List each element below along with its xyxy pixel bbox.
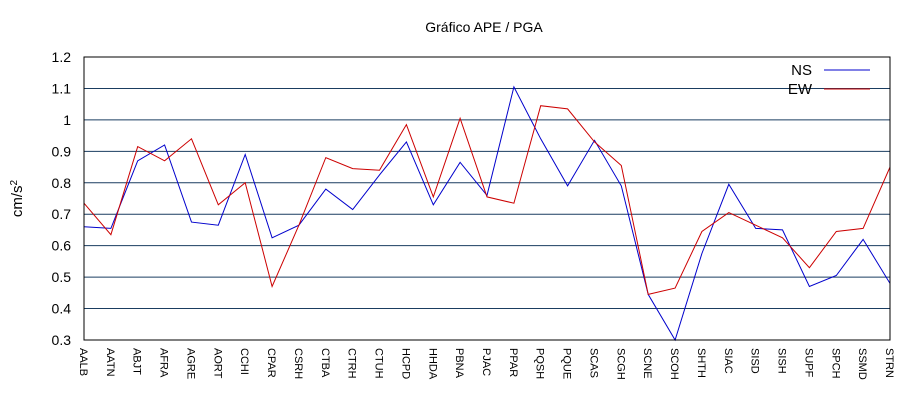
x-tick-label: HHDA: [426, 348, 438, 380]
x-tick-label: HCPD: [399, 348, 411, 379]
x-tick-labels: AALB AATN ABJT AFRA AGRE AORT CCHI CPAR CSRH CTBA…: [77, 348, 895, 380]
x-tick-label: SCNE: [641, 348, 653, 379]
series-line-ew: [83, 105, 891, 296]
y-axis-label: cm/s2: [9, 179, 27, 217]
series-line-ns: [83, 85, 891, 342]
x-tick-label: AGRE: [184, 348, 196, 379]
x-tick-label: SCGH: [614, 348, 626, 380]
y-tick-label: 0.4: [52, 301, 72, 317]
x-tick-label: SCOH: [668, 348, 680, 380]
plot-frame: [83, 56, 891, 341]
x-tick-label: CPAR: [265, 348, 277, 378]
legend-label-ew: EW: [788, 81, 813, 98]
x-tick-label: SIAC: [722, 348, 734, 374]
x-tick-label: STRN: [883, 348, 895, 378]
x-tick-label: PJAC: [480, 348, 492, 376]
x-tick-label: AFRA: [158, 348, 170, 378]
x-tick-label: PBNA: [453, 348, 465, 379]
y-tick-label: 0.9: [52, 143, 72, 159]
y-tick-label: 0.6: [52, 238, 72, 254]
y-tick-label: 1.2: [52, 49, 72, 65]
y-axis-label-superscript: 2: [9, 179, 20, 185]
x-tick-label: CTBA: [319, 348, 331, 378]
x-tick-label: AALB: [77, 348, 89, 376]
x-tick-label: SISD: [749, 348, 761, 374]
grid-layer: [84, 87, 890, 310]
legend: NS EW: [788, 62, 870, 98]
y-tick-label: 0.3: [52, 332, 72, 348]
x-tick-label: CTRH: [346, 348, 358, 379]
y-tick-label: 1.1: [52, 80, 72, 96]
x-tick-label: AORT: [211, 348, 223, 379]
x-tick-label: CSRH: [292, 348, 304, 379]
x-tick-label: PPAR: [507, 348, 519, 377]
x-tick-label: SSMD: [856, 348, 868, 380]
y-tick-label: 0.7: [52, 206, 72, 222]
y-axis-label-text: cm/s: [9, 185, 26, 217]
x-tick-label: PQSH: [534, 348, 546, 379]
x-tick-label: CTUH: [373, 348, 385, 379]
x-tick-label: PQUE: [561, 348, 573, 379]
x-tick-label: SHTH: [695, 348, 707, 378]
x-tick-label: AATN: [104, 348, 116, 377]
x-tick-label: CCHI: [238, 348, 250, 375]
y-tick-label: 0.5: [52, 269, 72, 285]
x-tick-label: SISH: [776, 348, 788, 374]
x-tick-label: SUPF: [802, 348, 814, 378]
x-tick-label: SCAS: [587, 348, 599, 378]
y-tick-label: 0.8: [52, 175, 72, 191]
series-layer: [83, 85, 891, 342]
y-tick-labels: 0.3 0.4 0.5 0.6 0.7 0.8 0.9 1 1.1 1.2: [52, 49, 72, 348]
legend-label-ns: NS: [791, 62, 812, 79]
y-tick-label: 1: [63, 112, 71, 128]
x-tick-label: SPCH: [829, 348, 841, 379]
chart-title: Gráfico APE / PGA: [425, 19, 543, 35]
x-tick-label: ABJT: [131, 348, 143, 375]
